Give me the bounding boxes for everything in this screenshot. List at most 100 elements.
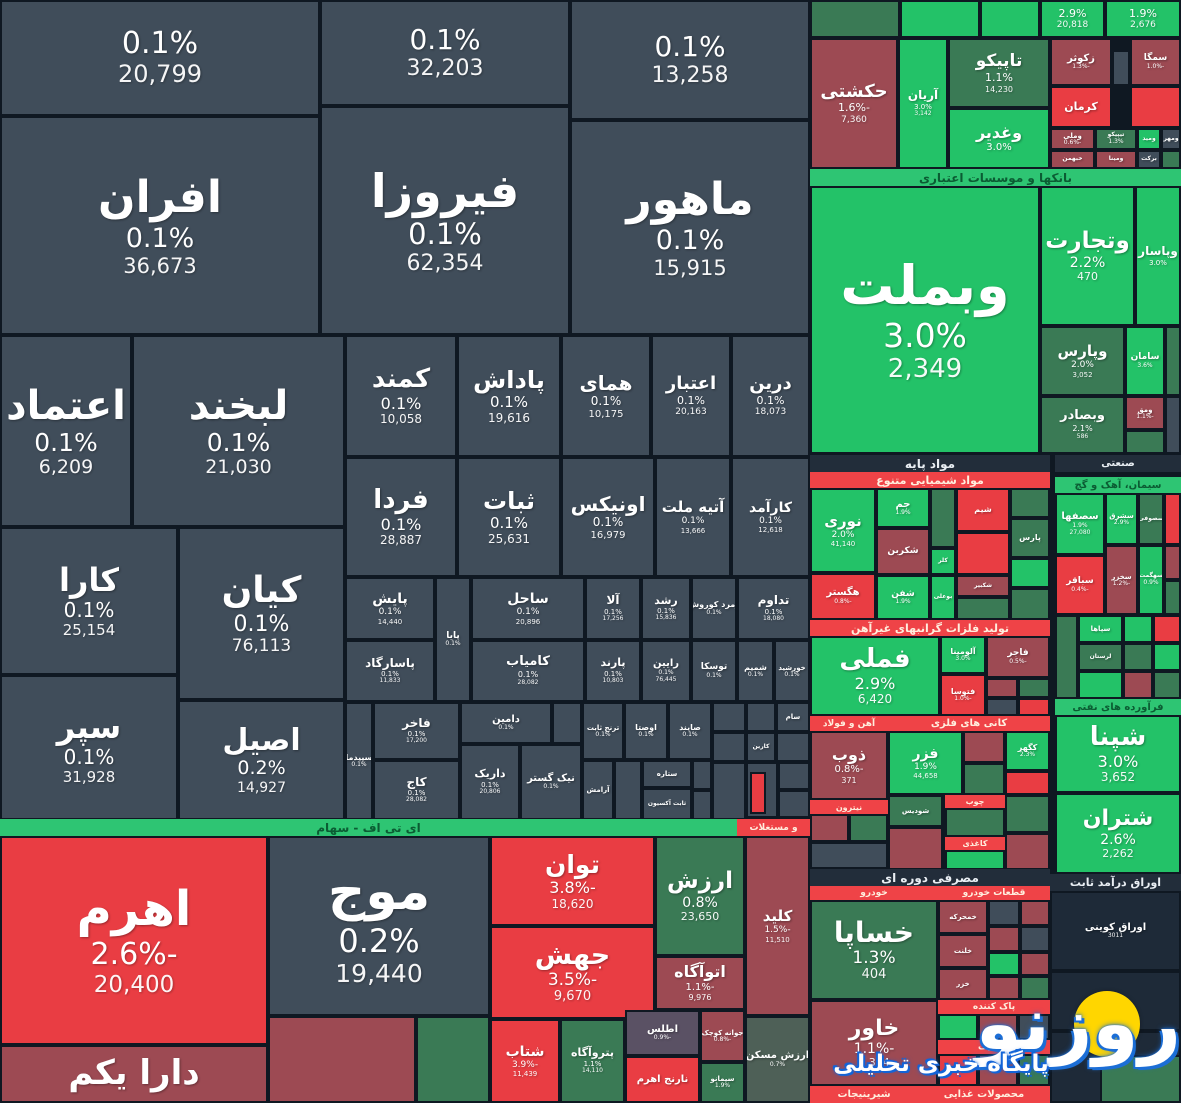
tile-پارس[interactable]: پارس [1010,518,1050,558]
sector-header-شیرینیجات[interactable]: شیرینیجات [810,1086,918,1103]
tile-cell-56[interactable] [778,790,810,818]
tile-برکت[interactable]: برکت [1137,150,1161,169]
tile-ترنج ثابت[interactable]: ترنج ثابت 0.1% [582,702,624,760]
tile-cell-93[interactable] [1130,86,1181,128]
tile-وملی[interactable]: وملی -0.6% [1050,128,1095,150]
tile-cell-183[interactable] [1055,615,1078,699]
tile-آتیه ملت[interactable]: آتیه ملت 0.1% 13,666 [655,457,731,577]
tile-cell-67[interactable] [416,1016,490,1103]
tile-cell-159[interactable] [1020,926,1050,952]
tile-سخزر[interactable]: سخزر -1.2% [1105,545,1138,615]
tile-شکربن[interactable]: شکربن [876,528,930,575]
tile-شتران[interactable]: شتران 2.6% 2,262 [1055,793,1181,874]
tile-وپاسار[interactable]: وپاسار 3.0% [1135,186,1181,326]
tile-cell-133[interactable] [1018,678,1050,698]
tile-cell-40[interactable] [552,702,582,744]
tile-اصیل[interactable]: اصیل 0.2% 14,927 [178,700,345,820]
tile-نیک گستر[interactable]: نیک گستر 0.1% [520,744,582,820]
tile-فزر[interactable]: فزر 1.9% 44,658 [888,731,963,795]
sector-header-اوراق درآمد ثابت[interactable]: اوراق درآمد ثابت [1050,874,1181,891]
sector-header-سیمان، آهک و گچ[interactable]: سیمان، آهک و گچ [1055,477,1181,493]
tile-تداوم[interactable]: تداوم 0.1% 18,080 [737,577,810,640]
tile-ومق[interactable]: ومق -1.1% [1125,396,1165,430]
tile-وپارس[interactable]: وپارس 2.0% 3,052 [1040,326,1125,396]
tile-اعتماد[interactable]: اعتماد 0.1% 6,209 [0,335,132,527]
tile-ثبات[interactable]: ثبات 0.1% 25,631 [457,457,561,577]
tile-cell-58[interactable] [614,760,642,820]
tile-خمحركه[interactable]: خمحركه [938,900,988,934]
tile-وبصادر[interactable]: وبصادر 2.1% 586 [1040,396,1125,454]
tile-آریان[interactable]: آریان 3.0% 3,142 [898,38,948,169]
tile-زکوثر[interactable]: زکوثر -1.3% [1050,38,1112,86]
tile-cell-162[interactable] [988,976,1020,1000]
tile-cell-132[interactable] [986,678,1018,698]
tile-اوصتا[interactable]: اوصتا 0.1% [624,702,668,760]
tile-cell-164[interactable] [938,1014,978,1040]
sector-header-پاک کننده[interactable]: پاک کننده [938,1000,1050,1014]
tile-کیان[interactable]: کیان 0.1% 76,113 [178,527,345,700]
tile-سپیدما[interactable]: سپیدما 0.1% [345,702,373,820]
tile-کگهر[interactable]: کگهر 2.3% [1005,731,1050,771]
tile-سیمانو[interactable]: سیمانو 1.9% [700,1062,745,1103]
tile-همای[interactable]: همای 0.1% 10,175 [561,335,651,457]
tile-cell-182[interactable] [1164,580,1181,615]
tile-حکشتی[interactable]: حکشتی -1.6% 7,360 [810,38,898,169]
tile-سهگمت[interactable]: سهگمت 0.9% [1138,545,1164,615]
tile-بوعلی[interactable]: بوعلی [930,575,956,620]
tile-دارا یکم[interactable]: دارا یکم [0,1045,268,1103]
tile-cell-140[interactable] [963,763,1005,795]
tile-اهرم[interactable]: اهرم -2.6% 20,400 [0,836,268,1045]
sector-header-مواد پایه[interactable]: مواد پایه [810,455,1050,472]
tile-cell-101[interactable] [1161,150,1181,169]
sector-header-فرآورده های نفتی[interactable]: فرآورده های نفتی [1055,699,1181,715]
tile-cell-4[interactable]: 0.1% 13,258 [570,0,810,120]
tile-cell-168[interactable] [978,1054,1018,1086]
sector-header-نیترون[interactable]: نیترون [810,800,888,814]
tile-cell-173[interactable] [1100,1055,1181,1103]
tile-cell-127[interactable] [1010,588,1050,620]
tile-کارا[interactable]: کارا 0.1% 25,154 [0,527,178,675]
sector-header-بانکها و موسسات اعتباری[interactable]: بانکها و موسسات اعتباری [810,169,1181,186]
sector-header-آهن و فولاد[interactable]: آهن و فولاد [810,716,888,731]
tile-cell-165[interactable] [978,1014,1018,1040]
tile-کرمان[interactable]: کرمان [1050,86,1112,128]
tile-پارند[interactable]: پارند 0.1% 10,803 [585,640,641,702]
tile-cell-177[interactable] [1164,493,1181,545]
tile-cell-81[interactable] [900,0,980,38]
tile-موج[interactable]: موج 0.2% 19,440 [268,836,490,1016]
tile-cell-47[interactable] [746,702,776,732]
sector-header-خودرو[interactable]: خودرو [810,886,938,900]
tile-cell-134[interactable] [986,698,1018,716]
tile-فیروزا[interactable]: فیروزا 0.1% 62,354 [320,106,570,335]
tile-cell-146[interactable] [1005,795,1050,833]
tile-cell-192[interactable] [1153,671,1181,699]
tile-cell-84[interactable]: 1.9% 2,676 [1105,0,1181,38]
sector-header-کانی های فلزی[interactable]: کانی های فلزی [888,716,1050,731]
tile-سشرق[interactable]: سشرق 2.9% [1105,493,1138,545]
tile-شتاب[interactable]: شتاب -3.9% 11,439 [490,1019,560,1103]
tile-فردا[interactable]: فردا 0.1% 28,887 [345,457,457,577]
tile-خزر[interactable]: خزر [938,968,988,1000]
tile-فاجر[interactable]: فاجر -0.5% [986,636,1050,678]
tile-ثابت آکسیون[interactable]: ثابت آکسیون [642,788,692,820]
tile-پاداش[interactable]: پاداش 0.1% 19,616 [457,335,561,457]
tile-cell-66[interactable] [268,1016,416,1103]
tile-cell-2[interactable]: 0.1% 32,203 [320,0,570,106]
tile-cell-107[interactable] [1165,326,1181,396]
sector-header-و مستغلات[interactable]: و مستغلات [737,819,810,836]
sector-header-صنعتی[interactable]: صنعتی [1055,455,1181,472]
tile-cell-161[interactable] [1020,952,1050,976]
tile-خلنت[interactable]: خلنت [938,934,988,968]
tile-صایند[interactable]: صایند 0.1% [668,702,712,760]
tile-تیپیکو[interactable]: تیپیکو 1.3% [1095,128,1137,150]
tile-کلید[interactable]: کلید -1.5% 11,510 [745,836,810,1016]
tile-خبهمن[interactable]: خبهمن [1050,150,1095,169]
tile-هگستر[interactable]: هگستر -0.8% [810,573,876,620]
tile-درین[interactable]: درین 0.1% 18,073 [731,335,810,457]
tile-اطلس[interactable]: اطلس -0.9% [625,1010,700,1056]
tile-توسکا[interactable]: توسکا 0.1% [691,640,737,702]
tile-cell-135[interactable] [1018,698,1050,716]
tile-cell-166[interactable] [1018,1014,1050,1040]
tile-کارین[interactable]: کارین [746,732,776,762]
tile-کارآمد[interactable]: کارآمد 0.1% 12,618 [731,457,810,577]
